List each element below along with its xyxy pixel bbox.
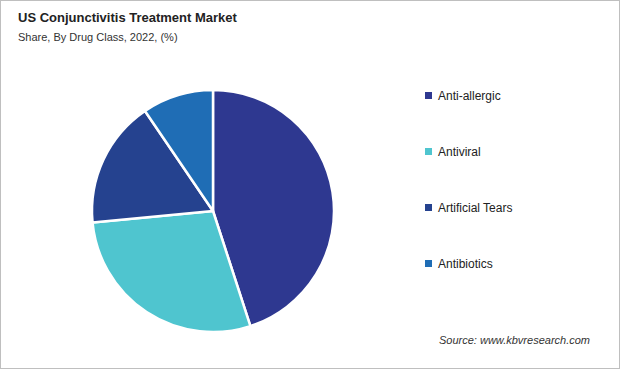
legend-swatch bbox=[425, 92, 432, 99]
legend-label: Artificial Tears bbox=[438, 201, 512, 215]
legend-swatch bbox=[425, 204, 432, 211]
source-note: Source: www.kbvresearch.com bbox=[439, 334, 590, 346]
slice bbox=[93, 211, 251, 332]
chart-root: US Conjunctivitis Treatment Market Share,… bbox=[0, 0, 620, 369]
legend-label: Antiviral bbox=[438, 145, 481, 159]
legend-swatch bbox=[425, 260, 432, 267]
frame bbox=[1, 1, 620, 369]
legend-label: Antibiotics bbox=[438, 257, 493, 271]
pie bbox=[92, 90, 334, 332]
chart: US Conjunctivitis Treatment Market Share,… bbox=[0, 0, 620, 369]
legend: Anti-allergic Antiviral Artificial Tears An… bbox=[425, 89, 512, 271]
title: US Conjunctivitis Treatment Market bbox=[18, 10, 238, 25]
legend-swatch bbox=[425, 148, 432, 155]
slice bbox=[145, 90, 213, 211]
legend-label: Anti-allergic bbox=[438, 89, 501, 103]
subtitle: Share, By Drug Class, 2022, (%) bbox=[18, 31, 178, 43]
